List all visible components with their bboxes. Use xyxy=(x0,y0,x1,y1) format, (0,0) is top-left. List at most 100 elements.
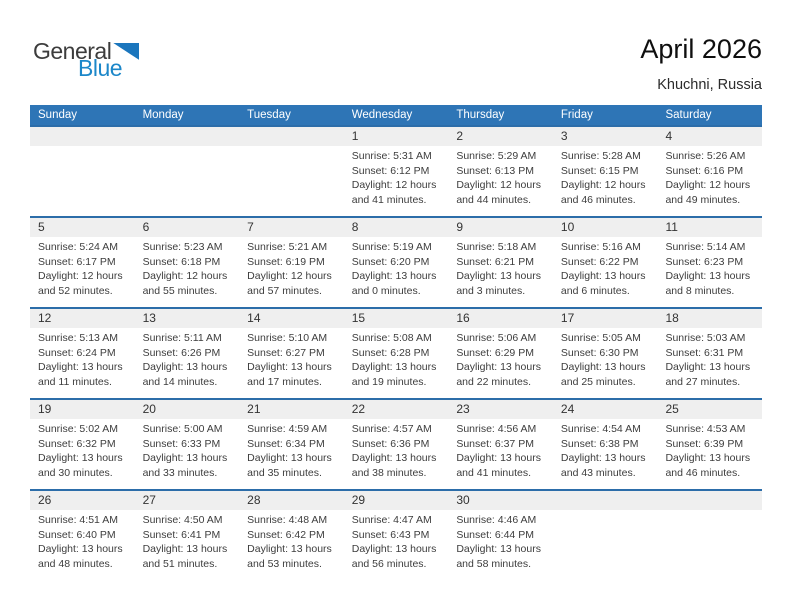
sunrise-text: Sunrise: 5:08 AM xyxy=(351,332,432,344)
sunrise-text: Sunrise: 5:21 AM xyxy=(247,241,328,253)
daylight-text: Daylight: 12 hours xyxy=(560,179,646,191)
day-number: 10 xyxy=(560,220,575,234)
sunset-text: Sunset: 6:15 PM xyxy=(560,164,639,177)
day-cell: Sunrise: 5:21 AM Sunset: 6:19 PM Dayligh… xyxy=(239,237,344,298)
daylight-text-continued: and 19 minutes. xyxy=(351,375,427,388)
day-cell: Sunrise: 5:24 AM Sunset: 6:17 PM Dayligh… xyxy=(30,237,135,298)
daylight-text-continued: and 6 minutes. xyxy=(560,284,630,297)
day-number: 6 xyxy=(142,220,150,234)
week-row: 12 13 14 15 16 17 18 Sunrise: 5:13 AM Sunset: … xyxy=(30,307,762,398)
sunset-text: Sunset: 6:40 PM xyxy=(38,528,116,541)
sunset-text: Sunset: 6:43 PM xyxy=(351,528,430,541)
week-row: 1 2 3 4 Sunrise: 5:31 AM Sunset: 6:12 PM Da… xyxy=(30,125,762,216)
day-cell xyxy=(239,146,344,207)
day-cell: Sunrise: 5:18 AM Sunset: 6:21 PM Dayligh… xyxy=(448,237,553,298)
day-number: 16 xyxy=(456,311,470,325)
daylight-text: Daylight: 13 hours xyxy=(38,452,123,464)
day-cell: Sunrise: 5:10 AM Sunset: 6:27 PM Dayligh… xyxy=(239,328,344,389)
sunrise-text: Sunrise: 5:02 AM xyxy=(38,423,118,435)
daylight-text: Daylight: 12 hours xyxy=(456,179,541,191)
page-title: April 2026 xyxy=(640,34,762,64)
daylight-text: Daylight: 13 hours xyxy=(142,361,228,373)
day-number-band: 26 27 28 29 30 xyxy=(30,491,762,510)
sunrise-text: Sunrise: 5:28 AM xyxy=(560,150,641,162)
daylight-text: Daylight: 13 hours xyxy=(247,361,332,373)
daylight-text-continued: and 27 minutes. xyxy=(665,375,741,388)
daylight-text-continued: and 33 minutes. xyxy=(142,466,218,479)
sunrise-text: Sunrise: 4:47 AM xyxy=(351,514,432,526)
sunrise-text: Sunrise: 4:50 AM xyxy=(142,514,223,526)
weekday-header-row: Sunday Monday Tuesday Wednesday Thursday Frid… xyxy=(30,105,762,125)
daylight-text: Daylight: 13 hours xyxy=(456,452,541,464)
daylight-text: Daylight: 13 hours xyxy=(142,452,228,464)
weekday-header-cell: Tuesday xyxy=(247,109,291,121)
sunset-text: Sunset: 6:32 PM xyxy=(38,437,116,450)
day-cell xyxy=(135,146,240,207)
day-number: 14 xyxy=(247,311,261,325)
sunrise-text: Sunrise: 5:05 AM xyxy=(560,332,641,344)
day-number: 28 xyxy=(247,493,261,507)
daylight-text-continued: and 57 minutes. xyxy=(247,284,322,297)
day-number: 24 xyxy=(560,402,575,416)
sunset-text: Sunset: 6:16 PM xyxy=(665,164,744,177)
day-number: 26 xyxy=(38,493,52,507)
day-cell: Sunrise: 5:06 AM Sunset: 6:29 PM Dayligh… xyxy=(448,328,553,389)
weekday-header-cell: Monday xyxy=(142,109,184,121)
sunset-text: Sunset: 6:34 PM xyxy=(247,437,325,450)
sunrise-text: Sunrise: 5:31 AM xyxy=(351,150,432,162)
sunset-text: Sunset: 6:21 PM xyxy=(456,255,534,268)
day-cell xyxy=(553,510,658,571)
day-cell: Sunrise: 5:00 AM Sunset: 6:33 PM Dayligh… xyxy=(135,419,240,480)
day-number: 3 xyxy=(560,129,568,143)
day-cell: Sunrise: 4:56 AM Sunset: 6:37 PM Dayligh… xyxy=(448,419,553,480)
day-number xyxy=(30,127,135,146)
day-number: 9 xyxy=(456,220,463,234)
daylight-text-continued: and 35 minutes. xyxy=(247,466,322,479)
day-cell: Sunrise: 5:02 AM Sunset: 6:32 PM Dayligh… xyxy=(30,419,135,480)
week-cells: Sunrise: 5:31 AM Sunset: 6:12 PM Dayligh… xyxy=(30,146,762,207)
daylight-text: Daylight: 13 hours xyxy=(351,452,437,464)
logo-word-blue: Blue xyxy=(78,55,123,81)
sunrise-text: Sunrise: 4:57 AM xyxy=(351,423,432,435)
daylight-text: Daylight: 13 hours xyxy=(456,361,541,373)
daylight-text-continued: and 41 minutes. xyxy=(351,193,427,206)
daylight-text: Daylight: 13 hours xyxy=(38,361,123,373)
day-number-band: 19 20 21 22 23 24 25 xyxy=(30,400,762,419)
sunset-text: Sunset: 6:20 PM xyxy=(351,255,430,268)
day-cell: Sunrise: 4:54 AM Sunset: 6:38 PM Dayligh… xyxy=(553,419,658,480)
daylight-text: Daylight: 12 hours xyxy=(247,270,332,282)
day-cell: Sunrise: 4:50 AM Sunset: 6:41 PM Dayligh… xyxy=(135,510,240,571)
sunset-text: Sunset: 6:31 PM xyxy=(665,346,744,359)
sunrise-text: Sunrise: 4:53 AM xyxy=(665,423,746,435)
daylight-text-continued: and 58 minutes. xyxy=(456,557,532,570)
sunset-text: Sunset: 6:12 PM xyxy=(351,164,430,177)
daylight-text-continued: and 3 minutes. xyxy=(456,284,526,297)
daylight-text-continued: and 38 minutes. xyxy=(351,466,427,479)
daylight-text-continued: and 22 minutes. xyxy=(456,375,532,388)
week-cells: Sunrise: 4:51 AM Sunset: 6:40 PM Dayligh… xyxy=(30,510,762,571)
day-cell: Sunrise: 5:05 AM Sunset: 6:30 PM Dayligh… xyxy=(553,328,658,389)
sunrise-text: Sunrise: 5:13 AM xyxy=(38,332,118,344)
logo-general-text: General xyxy=(33,38,112,64)
day-number xyxy=(553,491,658,510)
daylight-text-continued: and 14 minutes. xyxy=(142,375,218,388)
sunrise-text: Sunrise: 5:29 AM xyxy=(456,150,537,162)
week-cells: Sunrise: 5:02 AM Sunset: 6:32 PM Dayligh… xyxy=(30,419,762,480)
location-subtitle: Khuchni, Russia xyxy=(657,77,762,93)
day-number: 30 xyxy=(456,493,470,507)
daylight-text-continued: and 30 minutes. xyxy=(38,466,113,479)
day-cell: Sunrise: 5:29 AM Sunset: 6:13 PM Dayligh… xyxy=(448,146,553,207)
daylight-text-continued: and 55 minutes. xyxy=(142,284,218,297)
day-number-band: 12 13 14 15 16 17 18 xyxy=(30,309,762,328)
sunset-text: Sunset: 6:41 PM xyxy=(142,528,221,541)
day-number: 29 xyxy=(351,493,366,507)
daylight-text: Daylight: 13 hours xyxy=(456,270,541,282)
daylight-text-continued: and 46 minutes. xyxy=(665,466,741,479)
sunrise-text: Sunrise: 5:24 AM xyxy=(38,241,118,253)
daylight-text: Daylight: 13 hours xyxy=(247,543,332,555)
day-number: 19 xyxy=(38,402,52,416)
day-number: 17 xyxy=(560,311,575,325)
day-number: 1 xyxy=(351,129,359,143)
